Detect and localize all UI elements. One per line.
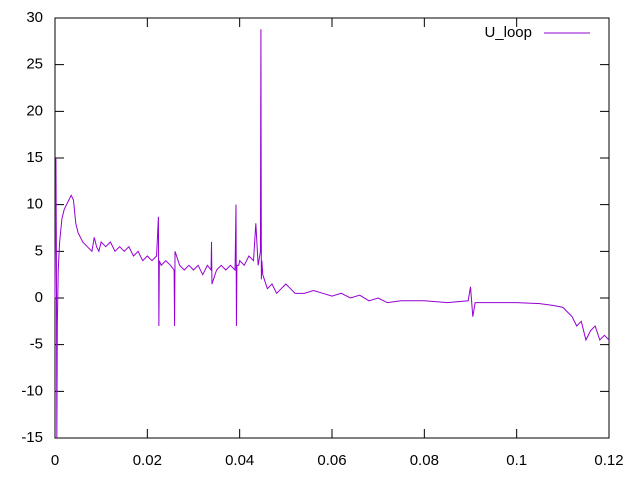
y-tick-label: -10 <box>21 382 43 399</box>
x-tick-label: 0 <box>51 452 59 469</box>
x-tick-label: 0.04 <box>225 452 254 469</box>
y-tick-label: 10 <box>26 196 43 213</box>
y-tick-label: 15 <box>26 149 43 166</box>
y-tick-label: 0 <box>35 289 43 306</box>
y-tick-label: -5 <box>30 336 43 353</box>
x-tick-label: 0.02 <box>133 452 162 469</box>
plot-border <box>54 17 610 439</box>
y-tick-label: 30 <box>26 9 43 26</box>
data-line <box>54 29 610 439</box>
x-tick-label: 0.08 <box>410 452 439 469</box>
y-tick-label: -15 <box>21 429 43 446</box>
y-tick-label: 25 <box>26 56 43 73</box>
x-tick-label: 0.12 <box>594 452 623 469</box>
legend-label: U_loop <box>484 24 532 41</box>
y-tick-label: 20 <box>26 102 43 119</box>
x-tick-label: 0.06 <box>317 452 346 469</box>
x-tick-label: 0.1 <box>506 452 527 469</box>
y-tick-label: 5 <box>35 242 43 259</box>
